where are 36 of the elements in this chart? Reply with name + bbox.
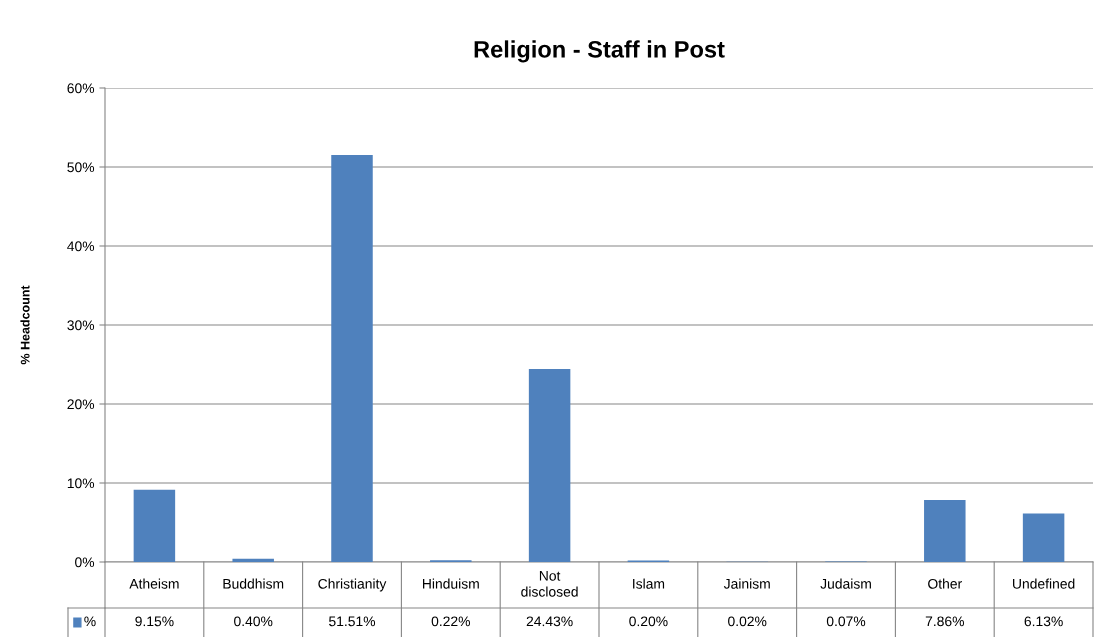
chart-title: Religion - Staff in Post bbox=[474, 40, 725, 63]
bar bbox=[133, 489, 176, 562]
x-tick-label: Undefined bbox=[1013, 578, 1075, 589]
x-tick-label: Atheism bbox=[129, 578, 179, 589]
x-tick-label: Hinduism bbox=[423, 578, 479, 589]
bar bbox=[1022, 513, 1065, 562]
data-label: 6.13% bbox=[1024, 616, 1063, 627]
x-tick-label: Not disclosed bbox=[521, 571, 578, 597]
y-tick-label: 40% bbox=[67, 241, 95, 252]
x-tick-label: Other bbox=[928, 578, 962, 589]
y-tick-label: 50% bbox=[67, 162, 95, 173]
data-label: 0.22% bbox=[431, 616, 470, 627]
data-label: 0.07% bbox=[826, 616, 866, 627]
data-label: 0.02% bbox=[728, 616, 767, 627]
data-label: 24.43% bbox=[526, 616, 573, 627]
data-label: 51.51% bbox=[329, 616, 376, 627]
data-label: 7.86% bbox=[925, 616, 964, 627]
data-label: 0.40% bbox=[234, 616, 273, 627]
bar bbox=[232, 558, 274, 562]
x-tick-label: Judaism bbox=[820, 578, 871, 589]
x-tick-label: Christianity bbox=[318, 578, 387, 592]
y-tick-label: 20% bbox=[67, 399, 95, 410]
data-label: 9.15% bbox=[135, 616, 174, 627]
x-tick-label: Buddhism bbox=[223, 578, 284, 589]
y-tick-label: 30% bbox=[67, 320, 95, 331]
y-tick-label: 0% bbox=[75, 557, 95, 568]
y-axis-title: % Headcount bbox=[20, 285, 30, 365]
bar bbox=[331, 155, 373, 562]
legend-label: % bbox=[84, 616, 96, 627]
x-tick-label: Islam bbox=[633, 578, 665, 589]
x-tick-label: Jainism bbox=[723, 578, 770, 589]
bar bbox=[924, 499, 966, 562]
data-label: 0.20% bbox=[629, 616, 668, 627]
y-tick-label: 10% bbox=[67, 478, 95, 489]
bar bbox=[528, 369, 571, 562]
y-tick-label: 60% bbox=[67, 83, 95, 94]
